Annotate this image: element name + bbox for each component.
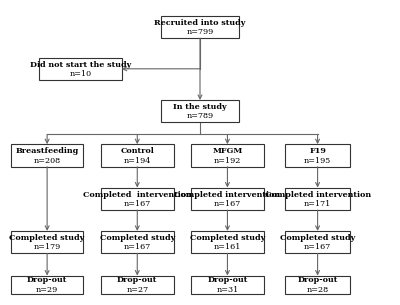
FancyBboxPatch shape (39, 58, 122, 80)
Text: Completed intervention: Completed intervention (174, 191, 280, 199)
FancyBboxPatch shape (161, 16, 239, 38)
FancyBboxPatch shape (191, 144, 264, 167)
Text: Drop-out: Drop-out (207, 276, 248, 285)
Text: n=161: n=161 (214, 243, 241, 251)
Text: Completed intervention: Completed intervention (264, 191, 371, 199)
Text: n=192: n=192 (214, 156, 241, 165)
Text: MFGM: MFGM (212, 147, 242, 155)
Text: Completed study: Completed study (280, 234, 355, 242)
FancyBboxPatch shape (285, 144, 350, 167)
Text: n=195: n=195 (304, 156, 331, 165)
Text: Drop-out: Drop-out (298, 276, 338, 285)
Text: n=28: n=28 (306, 286, 329, 294)
Text: n=179: n=179 (34, 243, 61, 251)
FancyBboxPatch shape (161, 100, 239, 123)
Text: Drop-out: Drop-out (27, 276, 67, 285)
Text: F19: F19 (309, 147, 326, 155)
FancyBboxPatch shape (191, 276, 264, 294)
Text: Drop-out: Drop-out (117, 276, 158, 285)
FancyBboxPatch shape (11, 231, 83, 253)
FancyBboxPatch shape (11, 144, 83, 167)
Text: n=167: n=167 (214, 200, 241, 208)
Text: n=167: n=167 (124, 200, 151, 208)
FancyBboxPatch shape (191, 188, 264, 210)
FancyBboxPatch shape (191, 231, 264, 253)
Text: In the study: In the study (173, 103, 227, 111)
Text: Completed study: Completed study (190, 234, 265, 242)
Text: n=31: n=31 (216, 286, 238, 294)
FancyBboxPatch shape (285, 231, 350, 253)
Text: n=194: n=194 (124, 156, 151, 165)
Text: Completed  intervention: Completed intervention (83, 191, 192, 199)
Text: Recruited into study: Recruited into study (154, 19, 246, 27)
Text: n=208: n=208 (34, 156, 61, 165)
Text: Did not start the study: Did not start the study (30, 61, 131, 69)
Text: n=167: n=167 (124, 243, 151, 251)
Text: n=799: n=799 (186, 28, 214, 36)
FancyBboxPatch shape (101, 188, 174, 210)
Text: n=171: n=171 (304, 200, 331, 208)
Text: n=29: n=29 (36, 286, 58, 294)
FancyBboxPatch shape (101, 144, 174, 167)
FancyBboxPatch shape (285, 276, 350, 294)
FancyBboxPatch shape (101, 276, 174, 294)
Text: n=789: n=789 (186, 112, 214, 120)
Text: n=167: n=167 (304, 243, 331, 251)
Text: Completed study: Completed study (100, 234, 175, 242)
Text: n=27: n=27 (126, 286, 148, 294)
FancyBboxPatch shape (285, 188, 350, 210)
Text: n=10: n=10 (69, 70, 92, 78)
FancyBboxPatch shape (101, 231, 174, 253)
Text: Control: Control (120, 147, 154, 155)
Text: Completed study: Completed study (10, 234, 85, 242)
FancyBboxPatch shape (11, 276, 83, 294)
Text: Breastfeeding: Breastfeeding (16, 147, 79, 155)
